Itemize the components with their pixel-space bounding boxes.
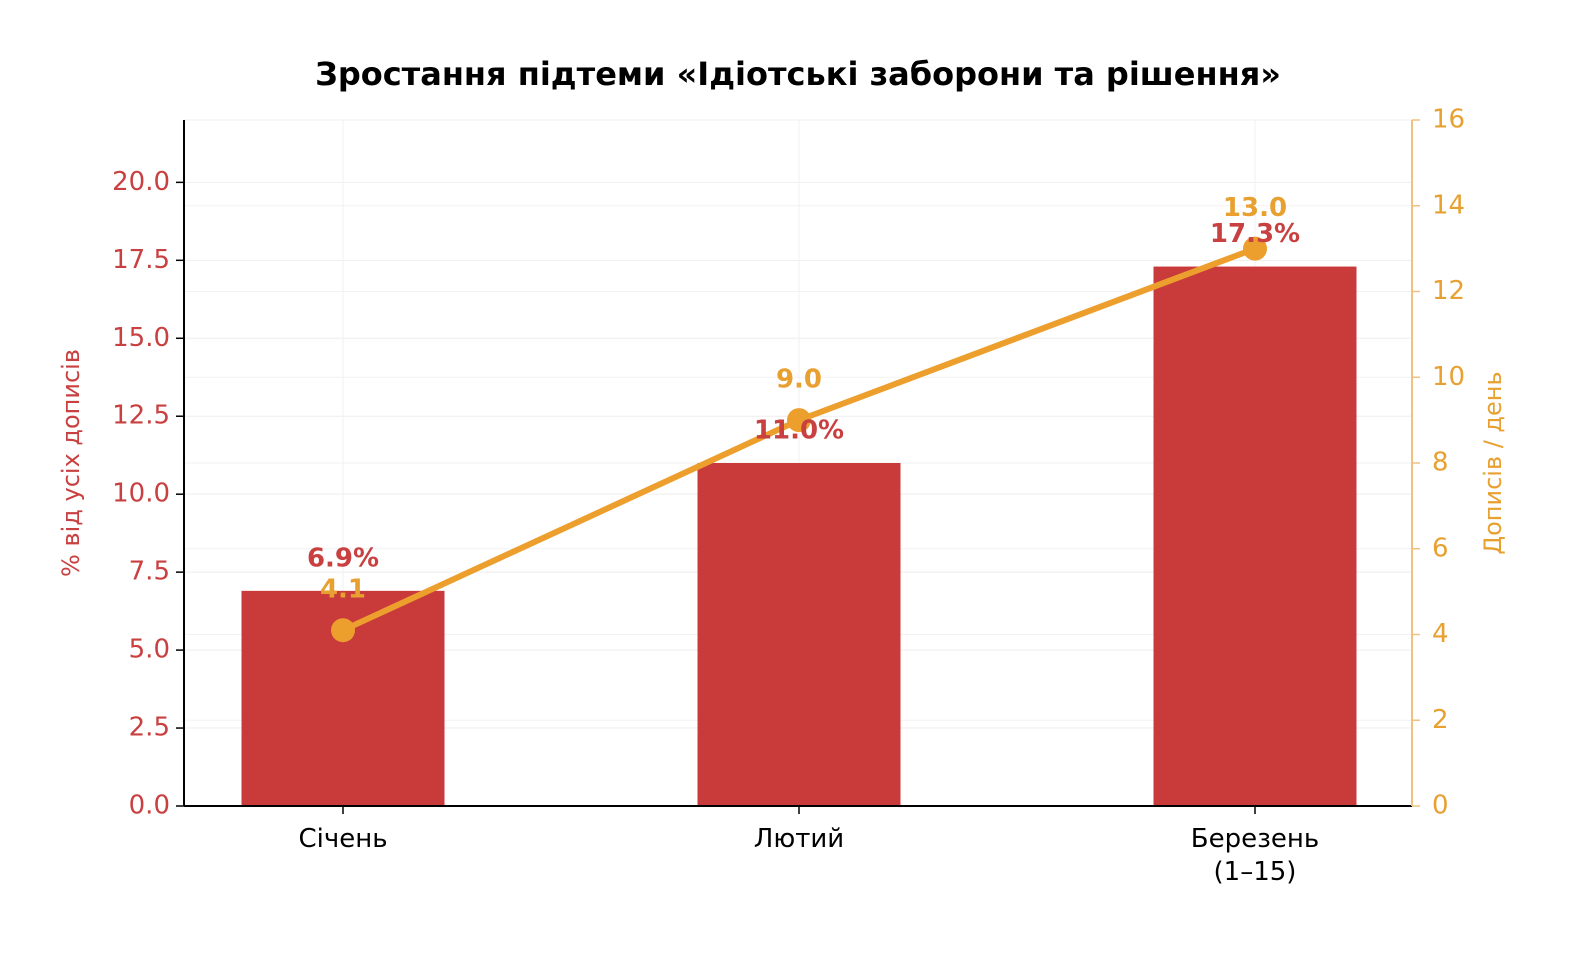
value-label: 4.1 <box>320 575 366 605</box>
y-axis-title: % від усіх дописів <box>57 349 85 577</box>
value-label: 9.0 <box>776 365 822 395</box>
y-tick-label: 5.0 <box>129 635 170 665</box>
x-tick-label: Березень (1–15) <box>1191 824 1319 887</box>
y-tick-label: 17.5 <box>112 245 170 275</box>
y2-tick-label: 16 <box>1432 105 1465 135</box>
y2-tick-label: 14 <box>1432 190 1465 220</box>
bar <box>697 463 901 806</box>
line-point <box>787 408 811 433</box>
y-tick-label: 2.5 <box>129 713 170 743</box>
value-label: 13.0 <box>1223 193 1287 223</box>
x-tick-label: Січень <box>298 824 387 854</box>
x-tick-label: Лютий <box>754 824 844 854</box>
y2-tick-label: 10 <box>1432 362 1465 392</box>
y-tick-label: 20.0 <box>112 167 170 197</box>
chart-title: Зростання підтеми «Ідіотські заборони та… <box>315 55 1281 93</box>
line-point <box>1243 236 1267 261</box>
value-label: 17.3% <box>1210 219 1300 249</box>
y2-tick-label: 6 <box>1432 533 1449 563</box>
y2-tick-label: 12 <box>1432 276 1465 306</box>
y-tick-label: 10.0 <box>112 479 170 509</box>
y2-tick-label: 4 <box>1432 619 1449 649</box>
value-label: 6.9% <box>307 543 379 573</box>
y-tick-label: 15.0 <box>112 323 170 353</box>
y2-tick-label: 2 <box>1432 705 1449 735</box>
bar <box>1153 266 1357 806</box>
y2-tick-label: 8 <box>1432 448 1449 478</box>
value-label: 11.0% <box>754 416 844 446</box>
y-tick-label: 7.5 <box>129 557 170 587</box>
y2-tick-label: 0 <box>1432 791 1449 821</box>
y-tick-label: 0.0 <box>129 791 170 821</box>
y2-axis-title: Дописів / день <box>1479 371 1507 554</box>
y-tick-label: 12.5 <box>112 401 170 431</box>
line-point <box>331 618 355 643</box>
